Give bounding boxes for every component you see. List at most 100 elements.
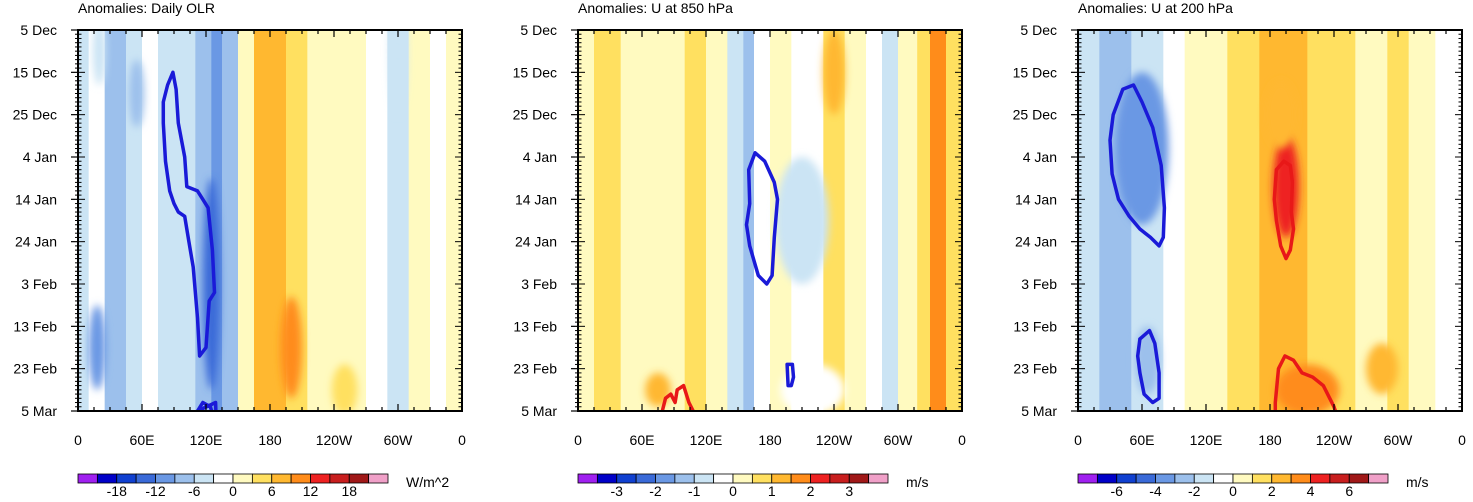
field-band — [430, 30, 447, 411]
negative-contour — [1108, 83, 1167, 248]
y-tick-label: 5 Dec — [1020, 22, 1057, 38]
field-band — [754, 30, 771, 411]
colorbar-label: 4 — [1307, 483, 1315, 497]
colorbar-swatch — [1135, 473, 1156, 484]
field-band — [179, 30, 196, 411]
x-tick-label: 0 — [458, 432, 466, 448]
colorbar-swatch — [116, 473, 137, 484]
x-tick-label: 0 — [1074, 432, 1082, 448]
field-band — [1078, 30, 1100, 411]
panel-2: Anomalies: U at 850 hPa 0 60E 120E 180 120W 60… — [513, 0, 966, 499]
field-band — [339, 30, 367, 411]
field-band — [104, 30, 127, 411]
field-band — [1334, 30, 1356, 411]
colorbar-swatch — [1348, 473, 1370, 484]
y-tick-label: 3 Feb — [21, 276, 57, 292]
positive-contour — [1273, 354, 1338, 411]
y-tick-label: 13 Feb — [513, 318, 557, 334]
colorbar-label: 1 — [768, 483, 776, 497]
colorbar-swatch — [96, 473, 118, 484]
x-tick-label: 60E — [630, 432, 655, 448]
colorbar-unit: m/s — [1406, 474, 1429, 490]
y-tick-label: 14 Jan — [1015, 191, 1057, 207]
panel-title: Anomalies: U at 200 hPa — [1078, 0, 1233, 16]
colorbar-swatch — [713, 473, 734, 484]
field-band — [366, 30, 388, 411]
y-tick-label: 23 Feb — [513, 361, 557, 377]
colorbar-swatch — [810, 473, 831, 484]
field-band — [620, 30, 664, 411]
field-band — [663, 30, 686, 411]
colorbar-label: -6 — [188, 483, 201, 497]
field-band — [222, 30, 239, 411]
field-layer — [1078, 30, 1462, 411]
field-band — [594, 30, 622, 411]
x-tick-label: 120W — [816, 432, 853, 448]
y-tick-label: 5 Dec — [520, 22, 557, 38]
field-band — [78, 30, 90, 411]
y-tick-label: 13 Feb — [1013, 318, 1057, 334]
x-tick-label: 120E — [690, 432, 723, 448]
colorbar-swatch — [1232, 473, 1253, 484]
field-band — [743, 30, 755, 411]
field-band — [1227, 30, 1239, 411]
colorbar-swatch — [213, 473, 234, 484]
y-tick-label: 5 Mar — [21, 403, 57, 419]
colorbar-label: 3 — [845, 483, 853, 497]
y-tick-label: 15 Dec — [513, 64, 557, 80]
field-band — [446, 30, 462, 411]
y-tick-label: 5 Dec — [20, 22, 57, 38]
negative-contour — [785, 362, 796, 388]
field-anomaly-patch — [1275, 364, 1340, 411]
colorbar-swatch — [251, 473, 273, 484]
y-tick-label: 3 Feb — [1021, 276, 1057, 292]
y-tick-label: 23 Feb — [1013, 361, 1057, 377]
colorbar-label: -4 — [1149, 483, 1162, 497]
colorbar-label: -6 — [1111, 483, 1124, 497]
panel-title: Anomalies: U at 850 hPa — [578, 0, 733, 16]
colorbar-label: -12 — [145, 483, 165, 497]
x-tick-label: 60W — [384, 432, 414, 448]
colorbar-swatch — [829, 473, 850, 484]
y-tick-label: 24 Jan — [1015, 234, 1057, 250]
field-band — [1408, 30, 1436, 411]
field-anomaly-patch — [92, 30, 106, 86]
field-layer — [578, 30, 962, 411]
field-anomaly-patch — [780, 364, 845, 411]
colorbar-swatch — [1193, 473, 1215, 484]
y-tick-label: 4 Jan — [1023, 149, 1057, 165]
colorbar-swatch — [232, 473, 253, 484]
negative-contour — [744, 151, 780, 286]
colorbar-swatch — [135, 473, 156, 484]
field-band — [917, 30, 931, 411]
colorbar-swatch — [848, 473, 870, 484]
field-band — [882, 30, 899, 411]
field-band — [727, 30, 744, 411]
y-tick-label: 14 Jan — [515, 191, 557, 207]
colorbar-swatch — [732, 473, 753, 484]
y-tick-label: 24 Jan — [15, 234, 57, 250]
y-tick-label: 5 Mar — [1021, 403, 1057, 419]
colorbar-swatch — [868, 473, 889, 484]
positive-contour — [1272, 159, 1296, 261]
y-tick-label: 24 Jan — [515, 234, 557, 250]
colorbar-label: 12 — [303, 483, 319, 497]
x-tick-label: 120E — [190, 432, 223, 448]
colorbar-swatch — [1368, 473, 1389, 484]
field-band — [898, 30, 918, 411]
colorbar-label: 18 — [341, 483, 357, 497]
field-band — [930, 30, 947, 411]
field-band — [1163, 30, 1186, 411]
field-band — [408, 30, 431, 411]
field-anomaly-patch — [389, 30, 407, 115]
colorbar-label: 0 — [1229, 483, 1237, 497]
colorbar-swatch — [751, 473, 773, 484]
field-band — [866, 30, 883, 411]
colorbar-label: 2 — [807, 483, 815, 497]
y-tick-label: 4 Jan — [23, 149, 57, 165]
y-tick-label: 25 Dec — [13, 107, 57, 123]
field-band — [1184, 30, 1228, 411]
panel-title: Anomalies: Daily OLR — [78, 0, 215, 16]
